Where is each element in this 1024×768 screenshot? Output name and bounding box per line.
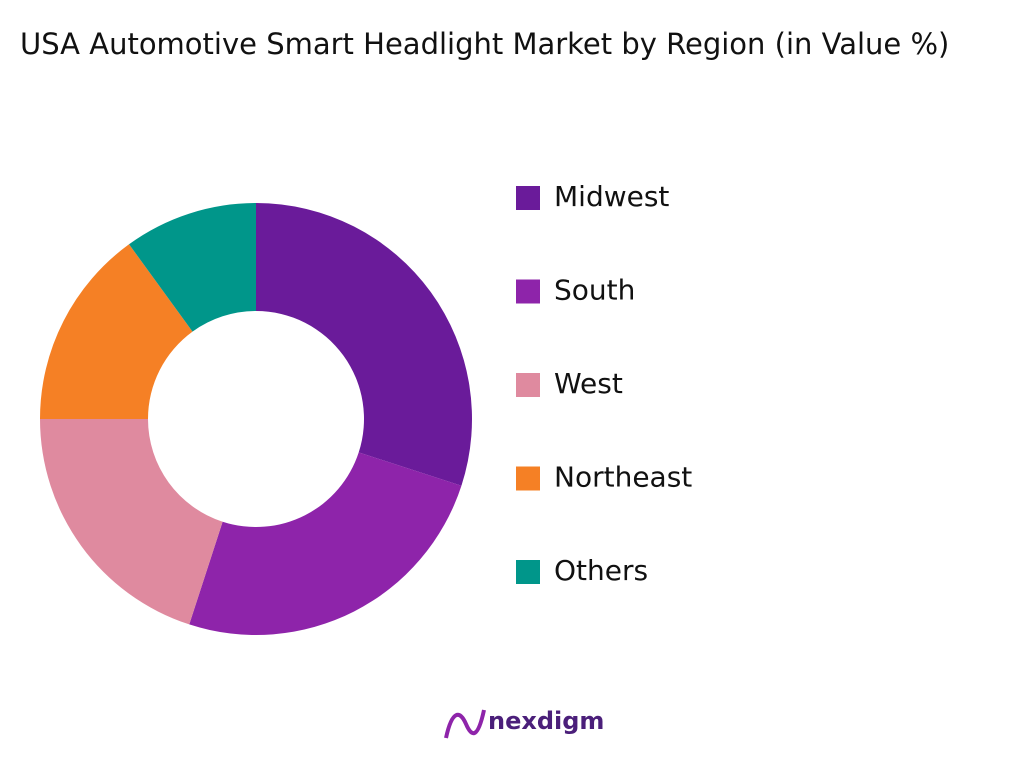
- legend-label: Others: [554, 554, 648, 587]
- brand-logo: [444, 709, 486, 739]
- legend-swatch: [516, 373, 540, 397]
- brand-name: nexdigm: [488, 707, 604, 735]
- slice: [189, 452, 462, 636]
- legend-swatch: [516, 466, 540, 491]
- slice: [129, 203, 256, 332]
- legend-label: Northeast: [554, 461, 692, 494]
- legend-label: South: [554, 274, 635, 307]
- legend-swatch: [516, 279, 540, 304]
- legend-swatch: [516, 560, 540, 584]
- chart-title: USA Automotive Smart Headlight Market by…: [20, 27, 950, 61]
- slice: [40, 419, 223, 625]
- slice: [40, 244, 193, 419]
- slice: [256, 203, 473, 486]
- legend-label: Midwest: [554, 180, 669, 213]
- legend-label: West: [554, 367, 623, 400]
- legend-swatch: [516, 186, 540, 210]
